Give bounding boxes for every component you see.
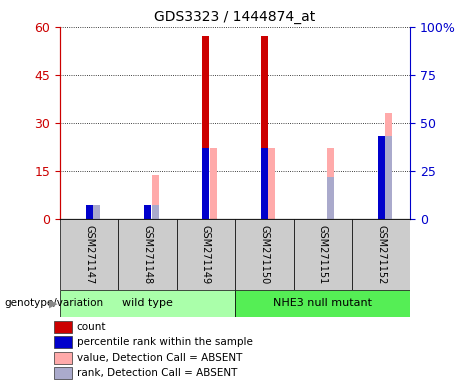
Text: GSM271151: GSM271151	[318, 225, 328, 284]
Text: percentile rank within the sample: percentile rank within the sample	[77, 337, 253, 348]
Text: rank, Detection Call = ABSENT: rank, Detection Call = ABSENT	[77, 368, 237, 378]
Bar	[54, 336, 72, 348]
Bar	[152, 205, 159, 219]
Bar	[93, 205, 100, 219]
Text: genotype/variation: genotype/variation	[5, 298, 104, 308]
Bar	[294, 219, 352, 290]
Bar	[202, 36, 209, 219]
Bar	[54, 352, 72, 364]
Bar	[152, 175, 159, 219]
Bar	[261, 148, 268, 219]
Bar	[385, 136, 392, 219]
Bar	[268, 148, 275, 219]
Bar	[60, 219, 118, 290]
Bar	[385, 113, 392, 219]
Bar	[60, 290, 235, 317]
Text: NHE3 null mutant: NHE3 null mutant	[273, 298, 372, 308]
Text: GSM271150: GSM271150	[259, 225, 269, 284]
Bar	[177, 219, 235, 290]
Title: GDS3323 / 1444874_at: GDS3323 / 1444874_at	[154, 10, 316, 25]
Text: GSM271148: GSM271148	[142, 225, 153, 284]
Text: GSM271147: GSM271147	[84, 225, 94, 284]
Bar	[235, 290, 410, 317]
Bar	[352, 219, 410, 290]
Bar	[54, 367, 72, 379]
Bar	[144, 205, 151, 219]
Bar	[210, 148, 217, 219]
Text: GSM271149: GSM271149	[201, 225, 211, 284]
Bar	[327, 148, 334, 219]
Bar	[261, 36, 268, 219]
Bar	[235, 219, 294, 290]
Bar	[54, 321, 72, 333]
Bar	[327, 177, 334, 219]
Bar	[378, 136, 384, 219]
Text: ▶: ▶	[49, 298, 58, 308]
Bar	[118, 219, 177, 290]
Text: GSM271152: GSM271152	[376, 225, 386, 284]
Text: value, Detection Call = ABSENT: value, Detection Call = ABSENT	[77, 353, 242, 363]
Bar	[93, 205, 100, 219]
Bar	[202, 148, 209, 219]
Bar	[86, 205, 93, 219]
Text: wild type: wild type	[122, 298, 173, 308]
Text: count: count	[77, 322, 106, 332]
